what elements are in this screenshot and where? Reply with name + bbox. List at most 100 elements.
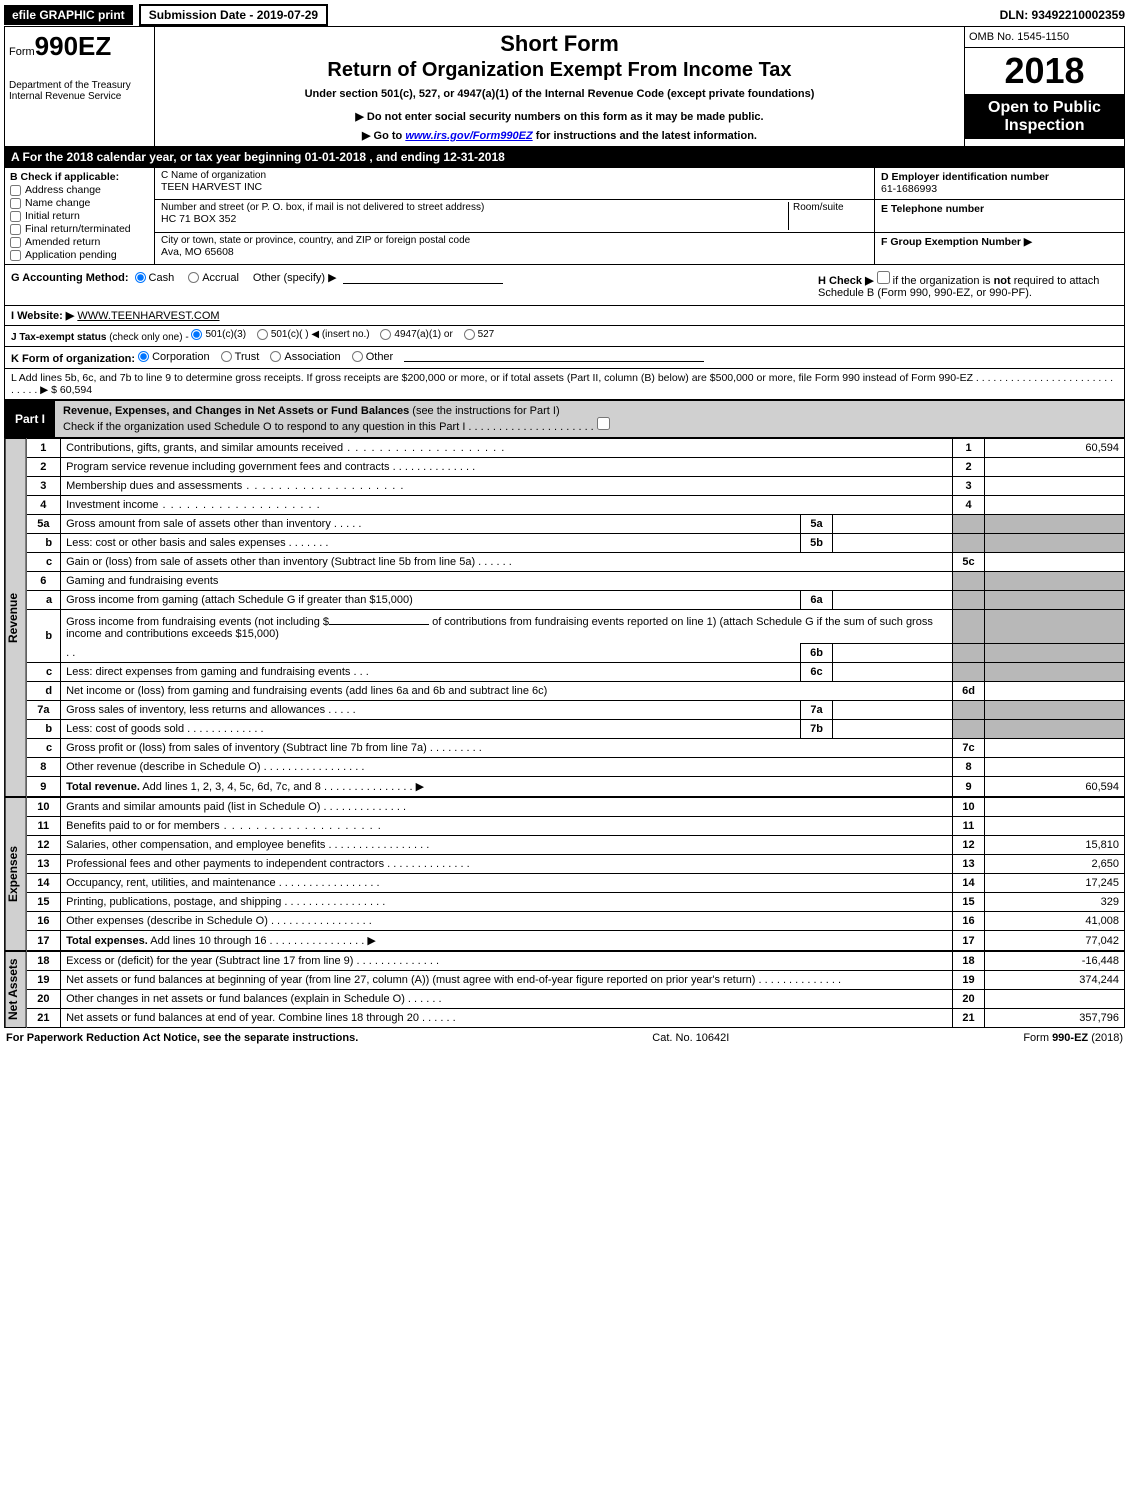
sub-lbl-7b: 7b (801, 720, 833, 739)
radio-association[interactable] (270, 351, 281, 362)
desc-5b: Less: cost or other basis and sales expe… (66, 537, 286, 549)
amt-17: 77,042 (985, 931, 1125, 951)
desc-6b-1: Gross income from fundraising events (no… (66, 616, 329, 628)
goto-instructions: ▶ Go to www.irs.gov/Form990EZ for instru… (163, 129, 956, 142)
efile-print-button[interactable]: efile GRAPHIC print (4, 5, 133, 25)
submission-date-button[interactable]: Submission Date - 2019-07-29 (139, 4, 328, 26)
ln-20: 20 (27, 990, 61, 1009)
city-label: City or town, state or province, country… (161, 235, 868, 246)
shaded-6b-top (953, 610, 985, 644)
chk-initial-return[interactable] (10, 211, 21, 222)
amt-3 (985, 477, 1125, 496)
h-not: not (994, 275, 1011, 287)
amt-13: 2,650 (985, 855, 1125, 874)
row-l-text: L Add lines 5b, 6c, and 7b to line 9 to … (11, 372, 1113, 396)
lbl-other-org: Other (366, 351, 394, 363)
chk-amended-return[interactable] (10, 237, 21, 248)
irs-link[interactable]: www.irs.gov/Form990EZ (405, 130, 532, 142)
tax-year-end: 12-31-2018 (443, 150, 504, 164)
website-value[interactable]: WWW.TEENHARVEST.COM (77, 310, 219, 322)
desc-5a: Gross amount from sale of assets other t… (66, 518, 331, 530)
lbl-final-return: Final return/terminated (25, 223, 131, 235)
ln-7b: b (27, 720, 61, 739)
dept-line1: Department of the Treasury (9, 80, 150, 91)
amt-8 (985, 758, 1125, 777)
lbl-application-pending: Application pending (25, 249, 117, 261)
chk-application-pending[interactable] (10, 250, 21, 261)
radio-corporation[interactable] (138, 351, 149, 362)
ln-12: 12 (27, 836, 61, 855)
amt-5c (985, 553, 1125, 572)
radio-501c3[interactable] (191, 329, 202, 340)
desc-10: Grants and similar amounts paid (list in… (66, 801, 320, 813)
footer-right: Form 990-EZ (2018) (1023, 1032, 1123, 1044)
desc-6: Gaming and fundraising events (61, 572, 953, 591)
num-4: 4 (953, 496, 985, 515)
footer-left: For Paperwork Reduction Act Notice, see … (6, 1032, 358, 1044)
chk-schedule-o-part-i[interactable] (597, 417, 610, 430)
sub-val-7b (833, 720, 953, 739)
chk-final-return[interactable] (10, 224, 21, 235)
shaded-amt-6b (985, 644, 1125, 663)
lbl-accrual: Accrual (202, 272, 239, 284)
other-org-blank (404, 350, 704, 362)
sub-lbl-7a: 7a (801, 701, 833, 720)
row-l-gross-receipts: L Add lines 5b, 6c, and 7b to line 9 to … (4, 368, 1125, 400)
group-exemption-label: F Group Exemption Number ▶ (881, 236, 1118, 248)
ln-8: 8 (27, 758, 61, 777)
shaded-7a (953, 701, 985, 720)
shaded-6 (953, 572, 985, 591)
radio-trust[interactable] (221, 351, 232, 362)
dept-line2: Internal Revenue Service (9, 91, 150, 102)
short-form-title: Short Form (163, 31, 956, 57)
page-footer: For Paperwork Reduction Act Notice, see … (4, 1028, 1125, 1048)
num-7c: 7c (953, 739, 985, 758)
num-8: 8 (953, 758, 985, 777)
shaded-6a (953, 591, 985, 610)
shaded-amt-5a (985, 515, 1125, 534)
radio-accrual[interactable] (188, 272, 199, 283)
lbl-501c: 501(c)( ) ◀ (insert no.) (271, 329, 370, 340)
radio-501c[interactable] (257, 329, 268, 340)
ln-5a: 5a (27, 515, 61, 534)
ln-17: 17 (27, 931, 61, 951)
ln-15: 15 (27, 893, 61, 912)
radio-4947a1[interactable] (380, 329, 391, 340)
form-number: Form990EZ (9, 31, 150, 62)
row-i-website: I Website: ▶ WWW.TEENHARVEST.COM (4, 306, 1125, 325)
chk-address-change[interactable] (10, 185, 21, 196)
sub-val-7a (833, 701, 953, 720)
gross-receipts-value: 60,594 (60, 384, 92, 396)
tax-exempt-suffix: (check only one) - (109, 332, 188, 343)
num-10: 10 (953, 798, 985, 817)
desc-1: Contributions, gifts, grants, and simila… (66, 442, 343, 454)
lbl-4947a1: 4947(a)(1) or (394, 329, 452, 340)
desc-18: Excess or (deficit) for the year (Subtra… (66, 955, 353, 967)
radio-cash[interactable] (135, 272, 146, 283)
num-5c: 5c (953, 553, 985, 572)
desc-6a: Gross income from gaming (attach Schedul… (66, 594, 413, 606)
ln-11: 11 (27, 817, 61, 836)
sub-val-6a (833, 591, 953, 610)
lbl-initial-return: Initial return (25, 210, 80, 222)
top-bar: efile GRAPHIC print Submission Date - 20… (4, 4, 1125, 26)
return-title: Return of Organization Exempt From Incom… (163, 59, 956, 82)
amt-20 (985, 990, 1125, 1009)
radio-527[interactable] (464, 329, 475, 340)
lbl-other-specify: Other (specify) ▶ (253, 271, 337, 284)
chk-name-change[interactable] (10, 198, 21, 209)
desc-12: Salaries, other compensation, and employ… (66, 839, 325, 851)
shaded-6b (953, 644, 985, 663)
lbl-association: Association (284, 351, 340, 363)
ln-6c: c (27, 663, 61, 682)
chk-schedule-b-not-required[interactable] (877, 271, 890, 284)
num-20: 20 (953, 990, 985, 1009)
desc-20: Other changes in net assets or fund bala… (66, 993, 405, 1005)
desc-21: Net assets or fund balances at end of ye… (66, 1012, 419, 1024)
radio-other-org[interactable] (352, 351, 363, 362)
amt-19: 374,244 (985, 971, 1125, 990)
part-i-header: Part I Revenue, Expenses, and Changes in… (4, 400, 1125, 438)
shaded-amt-7a (985, 701, 1125, 720)
ln-5c: c (27, 553, 61, 572)
row-gh: G Accounting Method: Cash Accrual Other … (4, 265, 1125, 306)
